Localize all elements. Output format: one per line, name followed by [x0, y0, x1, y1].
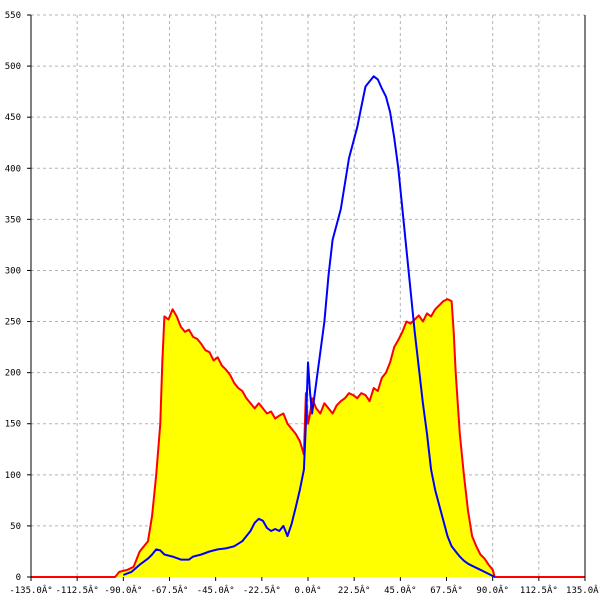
y-tick-labels: 0 50 100 150 200 250 300 350 400 450 500 550	[5, 11, 21, 583]
series-1-line	[31, 298, 585, 578]
x-tick-label: 67.5Â°	[430, 584, 463, 596]
series-2-line	[122, 75, 496, 578]
axes	[27, 14, 586, 581]
x-tick-label: -90.0Â°	[104, 584, 142, 596]
x-tick-label: -22.5Â°	[243, 584, 281, 596]
x-tick-label: 22.5Â°	[338, 584, 371, 596]
x-tick-label: -67.5Â°	[151, 584, 189, 596]
y-tick-label: 350	[5, 215, 21, 225]
x-tick-label: -112.5Â°	[55, 584, 98, 596]
y-tick-label: 100	[5, 471, 21, 481]
y-tick-label: 0	[16, 573, 21, 583]
x-tick-label: -45.0Â°	[197, 584, 235, 596]
y-tick-label: 250	[5, 318, 21, 328]
x-tick-labels: -135.0Â° -112.5Â° -90.0Â° -67.5Â° -45.0Â° -22…	[9, 584, 600, 596]
y-tick-label: 300	[5, 266, 21, 276]
x-tick-label: 90.0Â°	[476, 584, 509, 596]
x-tick-label: 45.0Â°	[384, 584, 417, 596]
y-tick-label: 500	[5, 62, 21, 72]
x-tick-label: 0.0Â°	[294, 584, 321, 596]
y-tick-label: 200	[5, 369, 21, 379]
y-tick-label: 50	[10, 522, 21, 532]
y-tick-label: 400	[5, 164, 21, 174]
y-tick-label: 150	[5, 420, 21, 430]
y-tick-label: 450	[5, 113, 21, 123]
y-tick-label: 550	[5, 11, 21, 21]
series-1-area	[31, 299, 585, 577]
x-tick-label: 135.0Â°	[566, 584, 600, 596]
x-tick-label: -135.0Â°	[9, 584, 52, 596]
series-layer	[31, 75, 585, 578]
x-tick-label: 112.5Â°	[520, 584, 558, 596]
